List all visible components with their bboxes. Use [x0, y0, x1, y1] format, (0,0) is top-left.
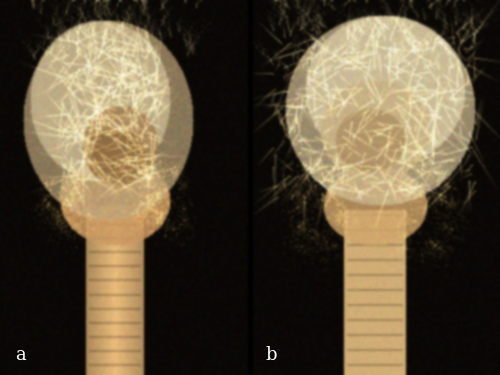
Text: b: b	[265, 346, 276, 364]
Text: a: a	[15, 346, 26, 364]
